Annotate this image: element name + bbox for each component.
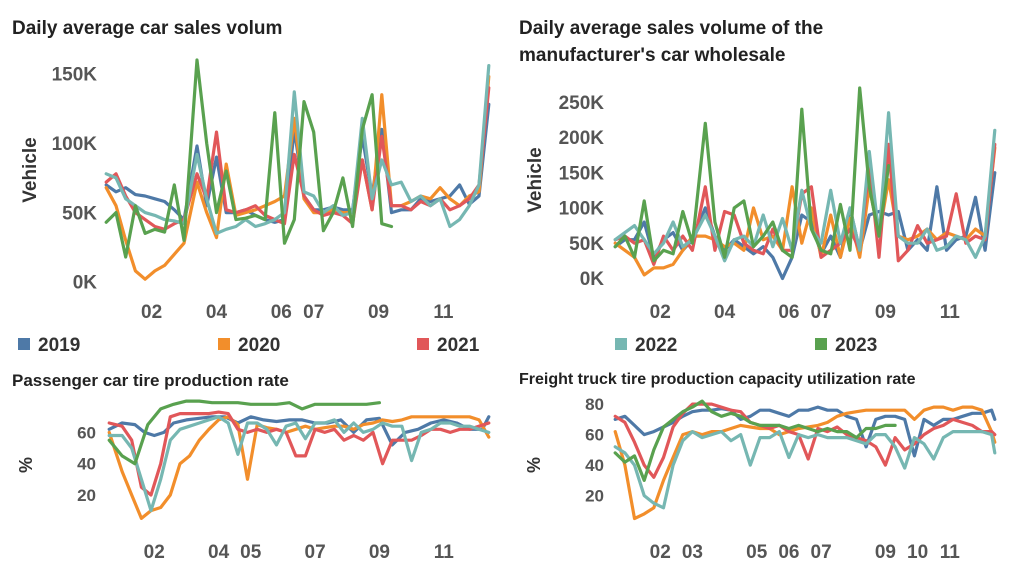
- legend-swatch-2021: [417, 338, 429, 350]
- chart-title-truck-tire: Freight truck tire production capacity u…: [519, 371, 916, 388]
- x-tick-label: 11: [940, 302, 961, 323]
- legend-swatch-2023: [815, 338, 827, 350]
- x-tick-label: 09: [875, 542, 896, 563]
- plot-passenger-tire: 20 40 60 02 04 05 07 09 11: [77, 399, 491, 563]
- legend-label-2021: 2021: [437, 335, 480, 356]
- chart-title-wholesale-line-1: Daily average sales volume of the: [519, 18, 823, 39]
- chart-title-passenger-tire: Passenger car tire production rate: [12, 371, 289, 390]
- x-tick-label: 10: [907, 542, 928, 563]
- plot-truck-tire: 20 40 60 80 02 03 05 06 07 09 10 11: [585, 395, 997, 563]
- legend-swatch-2020: [218, 338, 230, 350]
- x-tick-label: 02: [650, 542, 671, 563]
- y-tick-label: 100K: [559, 199, 605, 220]
- x-tick-label: 07: [811, 542, 832, 563]
- y-tick-label: 60: [77, 423, 96, 442]
- y-axis-label-truck-tire: %: [524, 457, 544, 473]
- chart-title-daily-car-sales: Daily average car sales volum: [12, 18, 282, 39]
- x-tick-label: 05: [240, 542, 262, 563]
- x-tick-label: 11: [434, 542, 455, 563]
- legend-label-2023: 2023: [835, 335, 877, 356]
- y-axis-label-wholesale: Vehicle: [525, 147, 546, 213]
- y-axis-label-passenger-tire: %: [16, 457, 36, 473]
- y-tick-label: 50K: [62, 203, 97, 224]
- x-tick-label: 04: [208, 542, 230, 563]
- x-tick-label: 07: [811, 302, 832, 323]
- y-tick-label: 40: [585, 456, 604, 475]
- x-tick-label: 09: [368, 302, 389, 323]
- legend-swatch-2022: [615, 338, 627, 350]
- x-tick-label: 06: [271, 302, 292, 323]
- legend-label-2020: 2020: [238, 335, 280, 356]
- series-line-2020: [613, 146, 997, 277]
- x-tick-label: 09: [875, 302, 896, 323]
- series-line-2020: [107, 415, 491, 521]
- y-tick-label: 150K: [52, 65, 98, 86]
- y-tick-label: 0K: [580, 269, 605, 290]
- y-axis-label-daily-car-sales: Vehicle: [20, 137, 41, 203]
- y-tick-label: 50K: [569, 234, 604, 255]
- x-tick-label: 04: [714, 302, 736, 323]
- x-tick-label: 07: [303, 302, 324, 323]
- plot-daily-car-sales: 0K 50K 100K 150K 02 04 06 07 09 11: [52, 58, 491, 323]
- series-line-2022: [613, 430, 997, 510]
- series-line-2021: [613, 402, 997, 479]
- chart-title-wholesale-line-2: manufacturer's car wholesale: [519, 45, 785, 66]
- x-tick-label: 02: [650, 302, 671, 323]
- series-line-2023: [107, 399, 381, 466]
- y-tick-label: 200K: [559, 128, 605, 149]
- x-tick-label: 07: [305, 542, 326, 563]
- series-line-2022: [107, 415, 491, 513]
- legend-label-2022: 2022: [635, 335, 677, 356]
- y-tick-label: 40: [77, 455, 96, 474]
- y-tick-label: 0K: [73, 273, 98, 294]
- y-tick-label: 20: [77, 486, 96, 505]
- x-tick-label: 03: [682, 542, 703, 563]
- series-line-2023: [613, 399, 897, 482]
- y-tick-label: 80: [585, 395, 604, 414]
- series-line-2023: [104, 58, 394, 259]
- x-tick-label: 09: [369, 542, 390, 563]
- x-tick-label: 05: [746, 542, 768, 563]
- y-tick-label: 250K: [559, 93, 605, 114]
- x-tick-label: 04: [206, 302, 228, 323]
- y-tick-label: 100K: [52, 134, 98, 155]
- series-line-2019: [107, 415, 491, 447]
- y-tick-label: 20: [585, 487, 604, 506]
- x-tick-label: 06: [778, 302, 799, 323]
- legend-swatch-2019: [18, 338, 30, 350]
- legend-label-2019: 2019: [38, 335, 80, 356]
- x-tick-label: 02: [144, 542, 165, 563]
- y-tick-label: 150K: [559, 163, 605, 184]
- plot-wholesale-sales: 0K 50K 100K 150K 200K 250K 02 04 06 07 09 11: [559, 86, 997, 323]
- x-tick-label: 11: [940, 542, 961, 563]
- y-tick-label: 60: [585, 426, 604, 445]
- x-tick-label: 02: [141, 302, 162, 323]
- series-line-2023: [613, 86, 891, 263]
- x-tick-label: 06: [778, 542, 799, 563]
- x-tick-label: 11: [433, 302, 454, 323]
- legend: 2019 2020 2021 2022 2023: [18, 335, 877, 356]
